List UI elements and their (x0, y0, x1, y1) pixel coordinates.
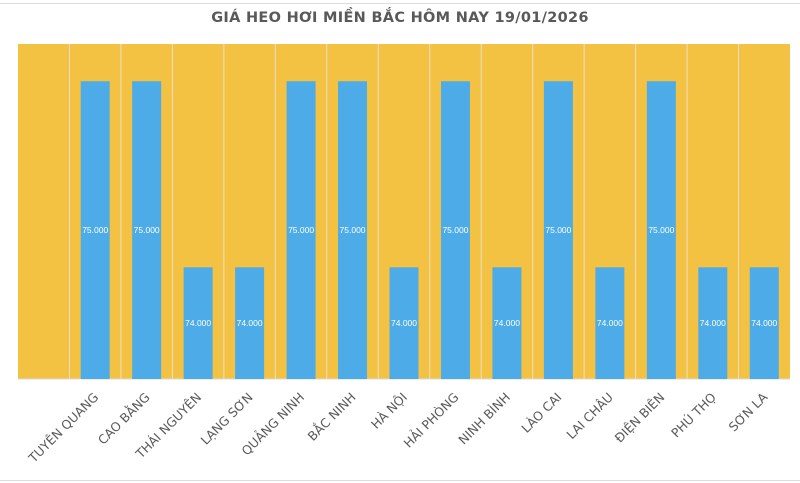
bar (543, 81, 573, 379)
bar (646, 81, 676, 379)
bar (132, 81, 162, 379)
chart-title: GIÁ HEO HƠI MIỀN BẮC HÔM NAY 19/01/2026 (211, 10, 589, 26)
data-label: 75.000 (82, 225, 108, 235)
data-label: 75.000 (442, 225, 468, 235)
top-border (0, 0, 800, 4)
x-tick-label: NINH BÌNH (455, 390, 513, 448)
x-tick-label: LÀO CAI (518, 390, 564, 436)
bar (749, 267, 779, 379)
data-label: 74.000 (700, 318, 726, 328)
x-tick-label: PHÚ THỌ (668, 389, 719, 440)
x-tick-label: HÀ NỘI (368, 390, 410, 432)
data-label: 74.000 (494, 318, 520, 328)
x-tick-label: TUYÊN QUANG (25, 390, 102, 467)
data-label: 75.000 (288, 225, 314, 235)
data-label: 74.000 (597, 318, 623, 328)
bar (183, 267, 213, 379)
bar (286, 81, 316, 379)
bar (235, 267, 265, 379)
x-tick-label: LAI CHÂU (563, 390, 616, 443)
bar (440, 81, 470, 379)
data-label: 74.000 (237, 318, 263, 328)
data-label: 74.000 (391, 318, 417, 328)
bar (389, 267, 419, 379)
bar (492, 267, 522, 379)
data-label: 75.000 (648, 225, 674, 235)
data-label: 74.000 (751, 318, 777, 328)
data-label: 75.000 (340, 225, 366, 235)
data-label: 75.000 (134, 225, 160, 235)
bottom-border (0, 480, 800, 481)
x-tick-label: ĐIỆN BIÊN (612, 390, 668, 446)
bar (80, 81, 110, 379)
bar (595, 267, 625, 379)
x-tick-label: BẮC NINH (304, 389, 359, 444)
data-label: 74.000 (185, 318, 211, 328)
bar (338, 81, 368, 379)
bar (698, 267, 728, 379)
data-label: 75.000 (545, 225, 571, 235)
x-tick-label: HẢI PHÒNG (400, 389, 462, 451)
x-tick-label: SƠN LA (725, 389, 770, 434)
